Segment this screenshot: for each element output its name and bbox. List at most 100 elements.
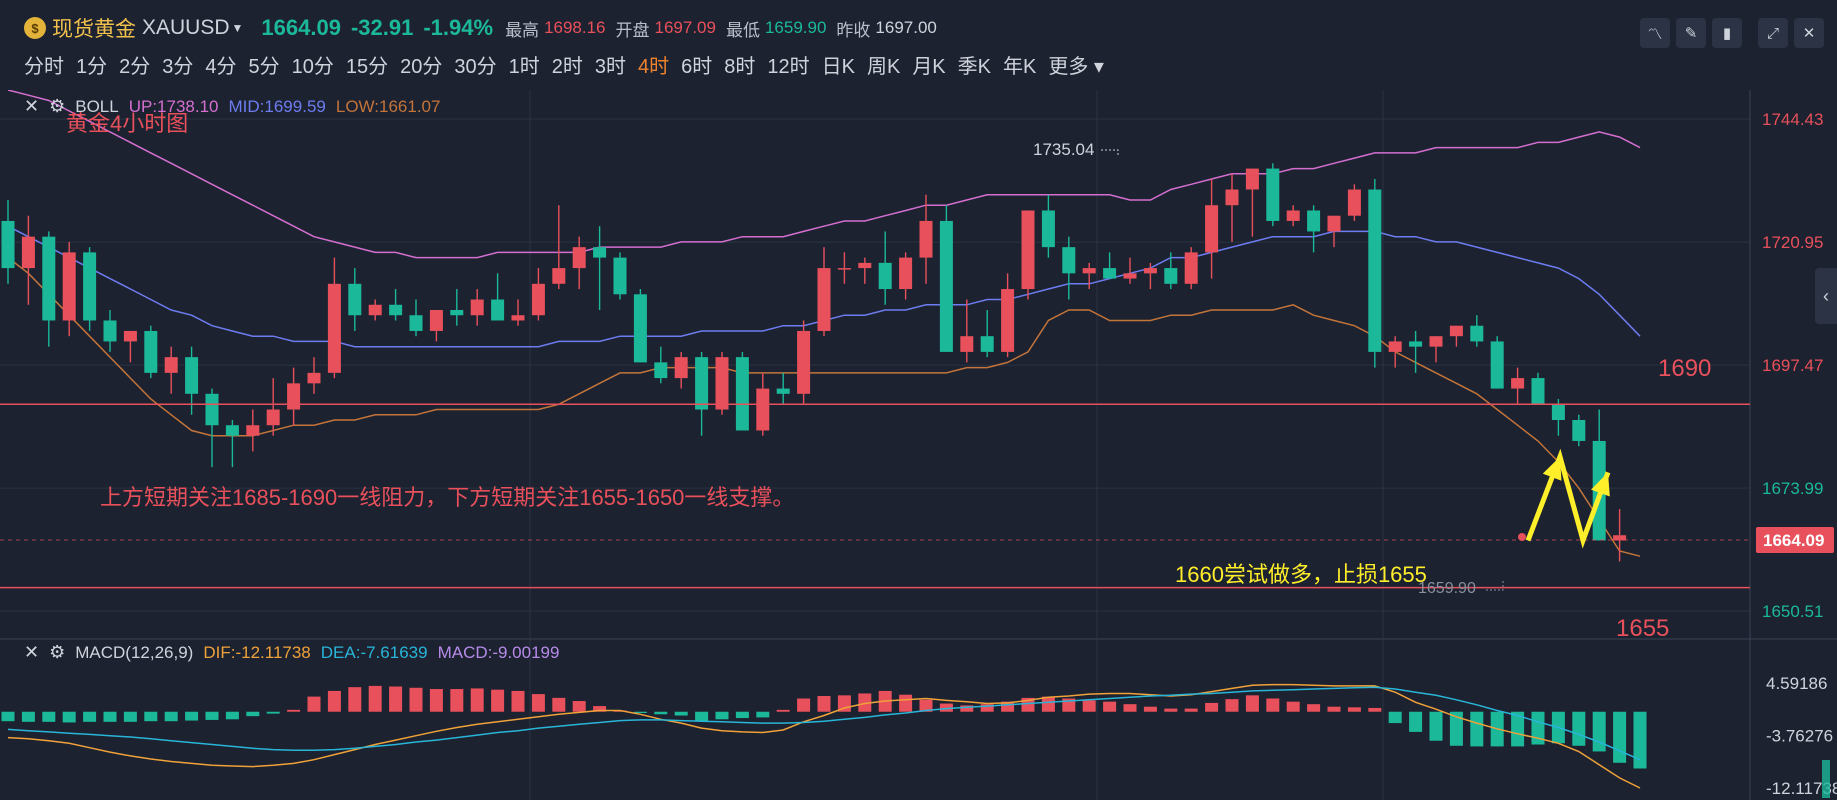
period-tab[interactable]: 10分 bbox=[291, 56, 334, 78]
macd-histogram-bar bbox=[1, 711, 15, 722]
level-lines bbox=[0, 403, 1750, 589]
boll-settings-icon[interactable]: ⚙ bbox=[49, 96, 66, 116]
period-tab[interactable]: 更多 ▾ bbox=[1048, 56, 1104, 78]
macd-histogram-bar bbox=[1327, 706, 1341, 712]
macd-histogram-bar bbox=[185, 711, 199, 721]
gold-coin-icon: $ bbox=[24, 17, 46, 39]
period-tab[interactable]: 15分 bbox=[345, 56, 389, 78]
candle bbox=[83, 247, 97, 331]
period-tab[interactable]: 3分 bbox=[162, 56, 194, 78]
macd-histogram-bar bbox=[715, 711, 729, 720]
symbol-name[interactable]: 现货黄金 bbox=[52, 18, 136, 41]
period-tab[interactable]: 日K bbox=[821, 56, 855, 78]
macd-histogram-bar bbox=[1164, 708, 1178, 712]
open-label: 开盘 bbox=[615, 20, 650, 40]
macd-histogram-bar bbox=[327, 690, 341, 712]
close-icon[interactable]: ✕ bbox=[1794, 18, 1824, 48]
candle-body bbox=[1041, 210, 1055, 248]
macd-histogram-bar bbox=[919, 699, 933, 712]
candle bbox=[327, 257, 341, 379]
candle-body bbox=[960, 336, 974, 352]
candle bbox=[389, 289, 403, 321]
candle bbox=[695, 351, 709, 436]
candle-body bbox=[715, 357, 729, 410]
macd-dea-value: DEA:-7.61639 bbox=[320, 642, 428, 662]
period-tab[interactable]: 20分 bbox=[400, 56, 443, 78]
candle bbox=[1184, 247, 1198, 290]
macd-histogram-bar bbox=[572, 701, 586, 712]
boll-low-value: LOW:1661.07 bbox=[335, 96, 441, 116]
candle-body bbox=[776, 388, 790, 394]
candle-body bbox=[409, 315, 423, 331]
close-macd-icon[interactable]: ✕ bbox=[24, 642, 40, 662]
macd-histogram-bar bbox=[1531, 711, 1545, 745]
period-tab[interactable]: 2时 bbox=[551, 56, 583, 78]
macd-histogram-bar bbox=[531, 694, 545, 712]
candle-body bbox=[1307, 210, 1321, 232]
macd-histogram-bar bbox=[552, 697, 566, 712]
period-tab[interactable]: 季K bbox=[957, 56, 991, 78]
annotations: 黄金4小时图上方短期关注1685-1690一线阻力，下方短期关注1655-165… bbox=[66, 111, 1711, 642]
period-tab[interactable]: 分时 bbox=[24, 56, 64, 78]
period-tab[interactable]: 3时 bbox=[594, 56, 626, 78]
candle-body bbox=[1449, 325, 1463, 337]
symbol-code[interactable]: XAUUSD bbox=[142, 16, 230, 39]
macd-settings-icon[interactable]: ⚙ bbox=[49, 642, 66, 662]
candle bbox=[1001, 273, 1015, 358]
macd-histogram-bar bbox=[817, 695, 831, 712]
candle bbox=[1327, 215, 1341, 248]
macd-histogram-bar bbox=[42, 711, 56, 722]
candle bbox=[572, 236, 586, 290]
candle-body bbox=[1490, 341, 1504, 389]
current-price-tag: 1664.09 bbox=[1763, 531, 1824, 550]
candle-body bbox=[1511, 378, 1525, 389]
period-tab[interactable]: 4分 bbox=[205, 56, 237, 78]
period-tab[interactable]: 12时 bbox=[767, 56, 810, 78]
candle-body bbox=[205, 393, 219, 426]
grid-lines bbox=[0, 90, 1837, 800]
period-tab[interactable]: 30分 bbox=[454, 56, 497, 78]
period-tab[interactable]: 2分 bbox=[119, 56, 151, 78]
period-tab[interactable]: 4时 bbox=[638, 56, 670, 78]
candle-body bbox=[1103, 268, 1117, 279]
candle-body bbox=[1123, 273, 1137, 279]
macd-tick-label: -12.11738 bbox=[1766, 779, 1837, 798]
period-tab[interactable]: 月K bbox=[912, 56, 946, 78]
price-tick-label: 1744.43 bbox=[1762, 110, 1823, 129]
candle-body bbox=[939, 220, 953, 352]
period-tab[interactable]: 1时 bbox=[508, 56, 540, 78]
candle bbox=[1123, 257, 1137, 284]
candle-body bbox=[42, 236, 56, 321]
candle bbox=[1062, 236, 1076, 300]
fullscreen-icon[interactable]: ⤢ bbox=[1758, 18, 1788, 48]
level-1690-label: 1690 bbox=[1658, 355, 1711, 382]
boll-legend: ✕ ⚙ BOLL UP:1738.10 MID:1699.59 LOW:1661… bbox=[24, 96, 450, 117]
macd-histogram-bar bbox=[1592, 711, 1606, 752]
candle-body bbox=[980, 336, 994, 352]
candle-style-icon[interactable]: ▮ bbox=[1712, 18, 1742, 48]
period-tab[interactable]: 6时 bbox=[681, 56, 713, 78]
macd-histogram-bar bbox=[368, 685, 382, 712]
macd-histogram-bar bbox=[593, 706, 607, 712]
candle bbox=[1143, 262, 1157, 290]
period-tab[interactable]: 年K bbox=[1003, 56, 1037, 78]
chart-header: $ 现货黄金 XAUUSD ▼ 1664.09 -32.91 -1.94% 最高… bbox=[0, 0, 1837, 90]
side-panel-toggle-icon[interactable]: ‹ bbox=[1815, 268, 1837, 324]
chart-canvas[interactable]: 1744.43 1720.95 1697.47 1673.99 1650.51 1664.… bbox=[0, 90, 1837, 800]
indicator-icon[interactable]: 〽 bbox=[1640, 18, 1670, 48]
period-tab[interactable]: 5分 bbox=[248, 56, 280, 78]
macd-legend: ✕ ⚙ MACD(12,26,9) DIF:-12.11738 DEA:-7.6… bbox=[24, 642, 569, 663]
prev-close-label: 昨收 bbox=[836, 20, 871, 40]
candle bbox=[368, 299, 382, 321]
symbol-dropdown-icon[interactable]: ▼ bbox=[231, 21, 244, 35]
period-tab[interactable]: 周K bbox=[866, 56, 901, 78]
period-tab[interactable]: 8时 bbox=[724, 56, 756, 78]
high-marker-leader bbox=[1101, 149, 1119, 156]
period-tab[interactable]: 1分 bbox=[76, 56, 108, 78]
close-boll-icon[interactable]: ✕ bbox=[24, 96, 40, 116]
candle-body bbox=[185, 357, 199, 394]
candle-body bbox=[1225, 189, 1239, 206]
candle bbox=[1368, 179, 1382, 368]
draw-pencil-icon[interactable]: ✎ bbox=[1676, 18, 1706, 48]
macd-histogram-bar bbox=[899, 694, 913, 712]
